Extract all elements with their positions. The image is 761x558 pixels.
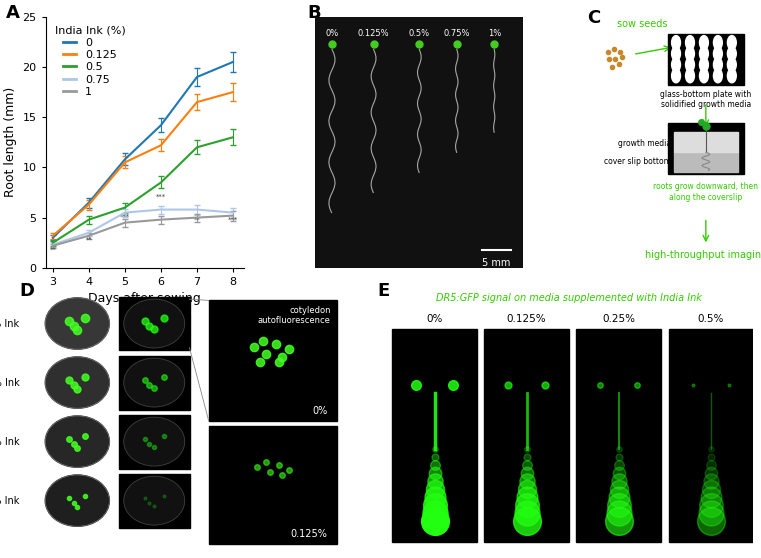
Circle shape [699,69,708,83]
Y-axis label: Root length (mm): Root length (mm) [4,87,17,198]
Circle shape [672,36,680,50]
Text: **: ** [49,247,56,253]
Text: 0%: 0% [426,314,443,324]
Text: 0% Ink: 0% Ink [0,319,20,329]
Text: DR5:GFP signal on media supplemented with India Ink: DR5:GFP signal on media supplemented wit… [436,293,702,303]
Text: **: ** [193,217,200,223]
Text: 0%: 0% [312,406,327,416]
Circle shape [672,69,680,83]
Bar [392,329,477,542]
Text: **: ** [85,237,92,243]
Circle shape [45,298,110,349]
Circle shape [728,69,737,83]
Text: cover slip bottom: cover slip bottom [604,157,671,166]
Text: sow seeds: sow seeds [617,19,667,29]
Circle shape [45,357,110,408]
Text: 0.25% Ink: 0.25% Ink [0,436,20,446]
Circle shape [714,69,722,83]
Bar [668,35,744,85]
Circle shape [686,57,695,72]
Text: B: B [307,4,320,22]
Bar [576,329,661,542]
Text: 0.5%: 0.5% [409,30,430,39]
Bar [209,300,337,421]
Circle shape [672,57,680,72]
Legend: 0, 0.125, 0.5, 0.75, 1: 0, 0.125, 0.5, 0.75, 1 [51,22,129,100]
Circle shape [124,417,185,466]
Circle shape [686,47,695,61]
Circle shape [686,69,695,83]
Text: 0.125%: 0.125% [507,314,546,324]
Circle shape [714,47,722,61]
Circle shape [672,47,680,61]
Text: C: C [587,9,600,27]
Circle shape [124,476,185,525]
Circle shape [699,36,708,50]
Circle shape [124,358,185,407]
Circle shape [728,57,737,72]
Text: glass-bottom plate with
solidified growth media: glass-bottom plate with solidified growt… [661,89,751,109]
Text: cotyledon
autofluorescence: cotyledon autofluorescence [258,306,330,325]
Bar [119,355,189,410]
Text: ***: *** [119,214,130,220]
Bar [669,329,753,542]
Text: growth media: growth media [618,139,671,148]
Circle shape [728,36,737,50]
Bar [119,415,189,469]
Text: ***: *** [156,194,166,200]
Text: 0.125% Ink: 0.125% Ink [0,378,20,388]
Circle shape [728,47,737,61]
Text: E: E [377,282,390,300]
Text: 1%: 1% [488,30,501,39]
Text: 0.25%: 0.25% [603,314,635,324]
Text: roots grow downward, then
along the coverslip: roots grow downward, then along the cove… [654,182,759,202]
Bar [484,329,569,542]
Circle shape [714,36,722,50]
Bar [119,474,189,528]
Text: ***: *** [228,217,238,223]
Text: high-throughput imaging: high-throughput imaging [645,250,761,260]
Bar [674,132,737,152]
Circle shape [686,36,695,50]
Bar [209,426,337,544]
Text: 0.125%: 0.125% [291,529,327,539]
Text: 5 mm: 5 mm [482,258,511,268]
Circle shape [45,416,110,467]
X-axis label: Days after sowing: Days after sowing [88,292,201,305]
Circle shape [699,57,708,72]
Circle shape [699,47,708,61]
Circle shape [714,57,722,72]
Text: 0.125%: 0.125% [358,30,390,39]
Circle shape [45,475,110,526]
Circle shape [124,299,185,348]
Text: 0.5%: 0.5% [698,314,724,324]
Bar [119,297,189,350]
Text: A: A [6,4,20,22]
Text: 0.75%: 0.75% [444,30,470,39]
Text: 0%: 0% [326,30,339,39]
Text: 0.5% Ink: 0.5% Ink [0,496,20,506]
Text: D: D [20,282,34,300]
Bar [668,123,744,174]
Bar [674,152,737,172]
